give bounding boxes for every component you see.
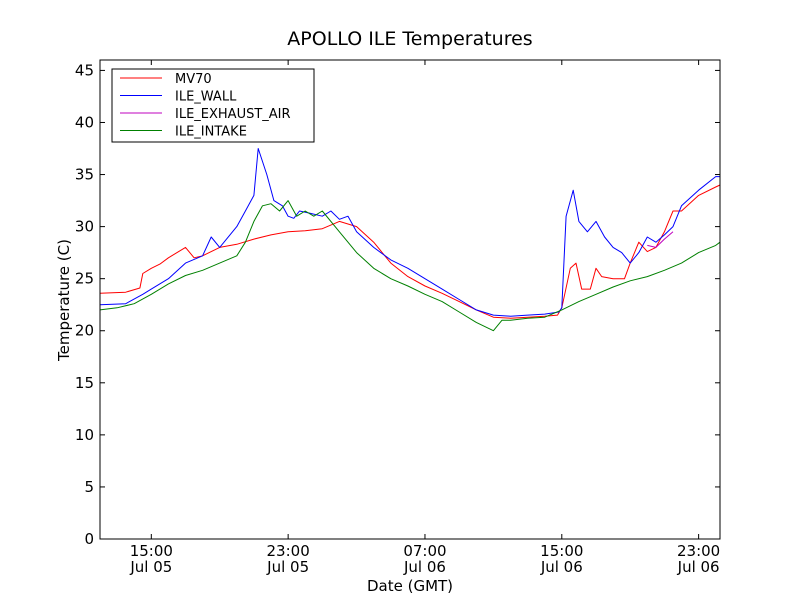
legend-box — [111, 68, 315, 143]
x-tick-label-date: Jul 05 — [129, 558, 172, 576]
series-line-ile-exhaust-air — [647, 231, 674, 248]
x-tick-label-time: 15:00 — [130, 542, 173, 560]
series-line-mv70 — [99, 184, 721, 319]
y-tick-label: 45 — [75, 61, 94, 79]
x-tick-label-date: Jul 06 — [403, 558, 446, 576]
x-tick-label-time: 07:00 — [403, 542, 446, 560]
y-tick-label: 15 — [75, 374, 94, 392]
y-tick-label: 5 — [84, 478, 94, 496]
y-tick-label: 0 — [84, 530, 94, 548]
series-line-ile-intake — [99, 200, 721, 332]
chart-title: APOLLO ILE Temperatures — [287, 28, 532, 50]
series-layer — [99, 148, 721, 332]
y-tick-label: 25 — [75, 270, 94, 288]
legend-label: ILE_INTAKE — [175, 125, 247, 140]
legend-label: ILE_WALL — [175, 90, 237, 105]
legend-label: ILE_EXHAUST_AIR — [175, 107, 291, 122]
series-line-ile-wall — [99, 148, 720, 317]
y-tick-label: 10 — [75, 426, 94, 444]
x-tick-label-time: 15:00 — [540, 542, 583, 560]
plot-frame — [99, 59, 721, 540]
legend: MV70 ILE_WALL ILE_EXHAUST_AIR ILE_INTAKE — [111, 68, 315, 143]
x-tick-label-date: Jul 06 — [677, 558, 720, 576]
x-tick-label-time: 23:00 — [267, 542, 310, 560]
x-tick-label-time: 23:00 — [677, 542, 720, 560]
y-tick-label: 20 — [75, 322, 94, 340]
y-tick-label: 35 — [75, 166, 94, 184]
x-tick-label-date: Jul 05 — [266, 558, 309, 576]
x-axis-label: Date (GMT) — [367, 577, 453, 595]
y-tick-label: 40 — [75, 113, 94, 131]
legend-label: MV70 — [175, 72, 212, 87]
y-tick-label: 30 — [75, 218, 94, 236]
y-axis-label: Temperature (C) — [55, 239, 73, 362]
x-tick-label-date: Jul 06 — [540, 558, 583, 576]
